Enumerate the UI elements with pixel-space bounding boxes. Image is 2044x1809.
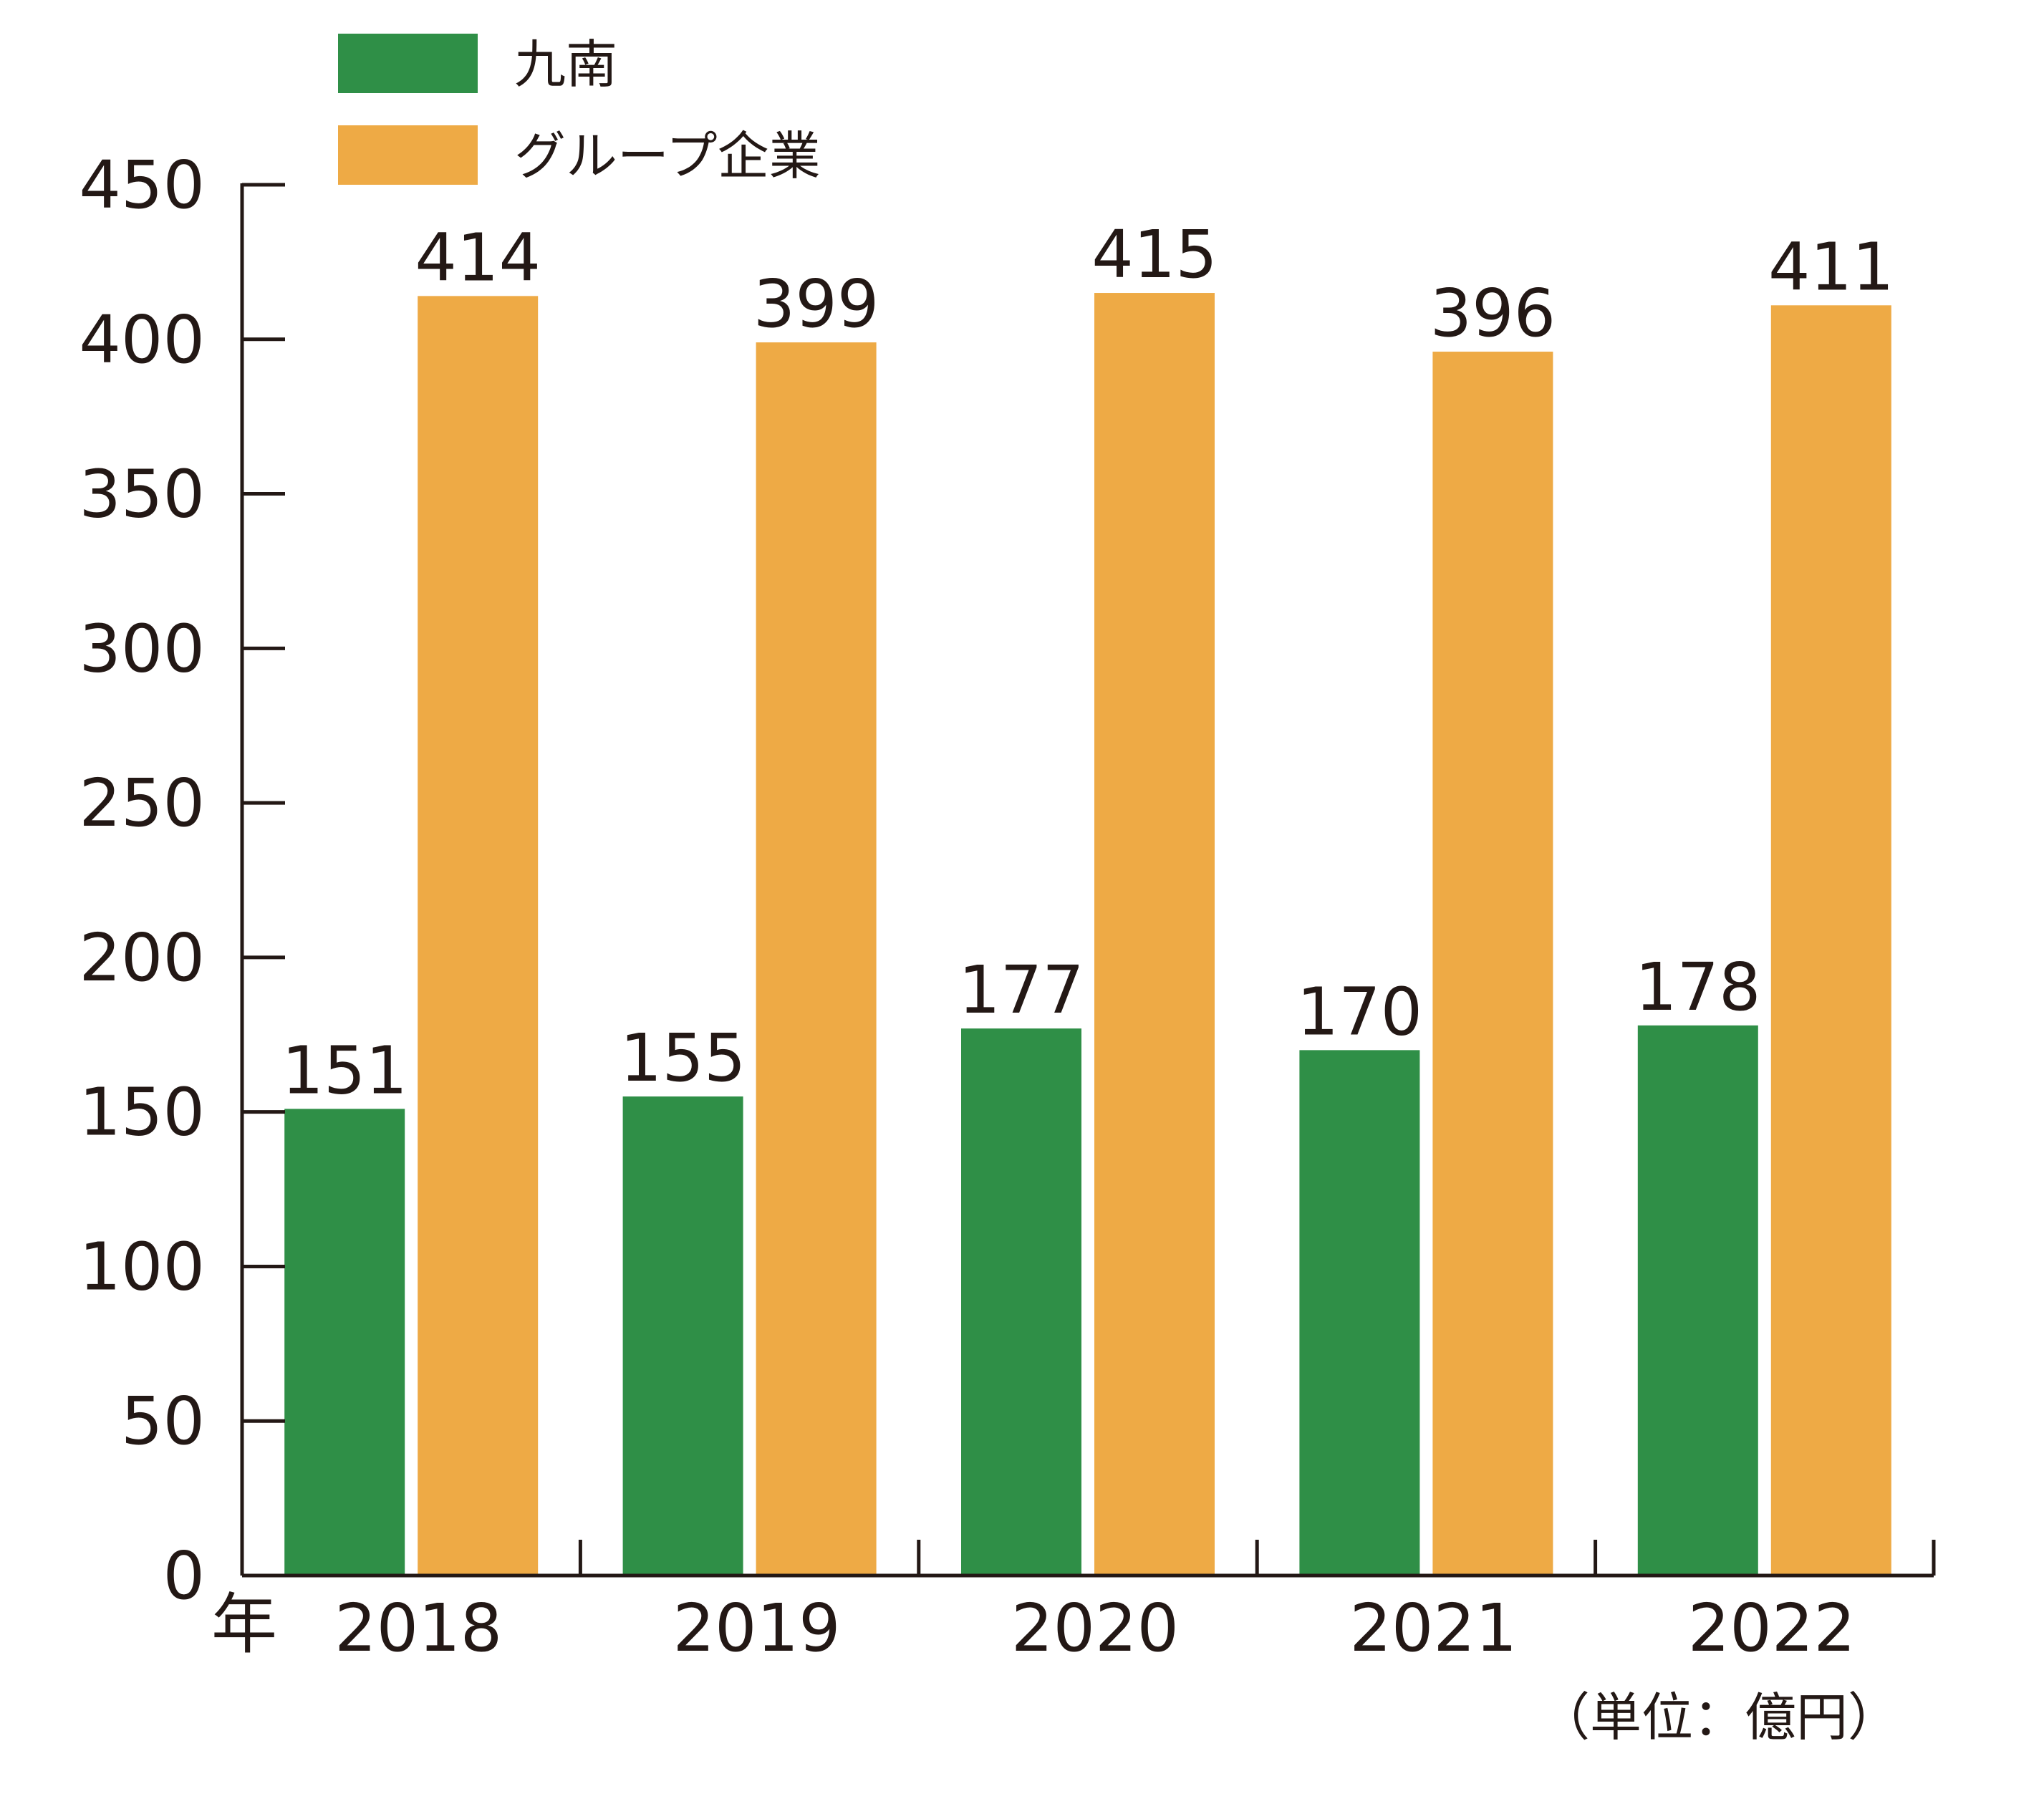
bars: [284, 293, 1891, 1576]
y-tick-label: 50: [121, 1383, 205, 1460]
legend-swatch-group: [338, 125, 478, 185]
bar-value-label: 155: [620, 1020, 746, 1096]
bar-value-label: 399: [753, 266, 879, 342]
legend-label-group: グループ企業: [514, 126, 821, 186]
unit-label: （単位：億円）: [1538, 1687, 1899, 1747]
data-labels: 151 414 155 399 177 415 170 396 178 411: [281, 216, 1894, 1109]
bar-value-label: 415: [1091, 216, 1218, 293]
bar: [1299, 1050, 1420, 1576]
bar: [961, 1028, 1081, 1576]
bar: [756, 342, 877, 1576]
y-tick-label: 150: [79, 1074, 205, 1151]
bar: [622, 1096, 743, 1576]
x-category-label: 2019: [673, 1590, 841, 1666]
bar: [284, 1109, 405, 1576]
y-tick-label: 450: [79, 147, 205, 223]
y-tick-label: 250: [79, 765, 205, 841]
bar-value-label: 151: [281, 1032, 408, 1109]
bar-value-label: 411: [1768, 228, 1894, 305]
bar-value-label: 414: [415, 219, 541, 296]
legend-label-kyunan: 九南: [514, 34, 617, 95]
y-tick-label: 400: [79, 302, 205, 378]
bar: [418, 296, 539, 1576]
bar-value-label: 170: [1297, 973, 1423, 1050]
bar-value-label: 177: [958, 952, 1084, 1028]
x-category-label: 2021: [1349, 1590, 1517, 1666]
y-tick-label: 350: [79, 456, 205, 533]
y-tick-label: 0: [163, 1538, 205, 1614]
legend-swatch-kyunan: [338, 34, 478, 93]
bar: [1770, 305, 1891, 1576]
x-category-label: 2022: [1688, 1590, 1856, 1666]
bar: [1094, 293, 1215, 1576]
y-axis: 0 50 100 150 200 250 300 350 400 450: [79, 147, 285, 1614]
x-axis: 2018 2019 2020 2021 2022: [242, 1540, 1936, 1666]
x-category-label: 2020: [1011, 1590, 1179, 1666]
bar: [1637, 1025, 1758, 1576]
y-tick-label: 200: [79, 920, 205, 996]
y-tick-label: 300: [79, 610, 205, 687]
bar-value-label: 396: [1430, 275, 1556, 352]
bar-value-label: 178: [1635, 949, 1761, 1026]
bar: [1432, 352, 1553, 1576]
x-category-label: 2018: [334, 1590, 502, 1666]
y-tick-label: 100: [79, 1228, 205, 1305]
legend: 九南 グループ企業: [338, 34, 821, 186]
x-axis-unit-label: 年: [211, 1586, 277, 1663]
